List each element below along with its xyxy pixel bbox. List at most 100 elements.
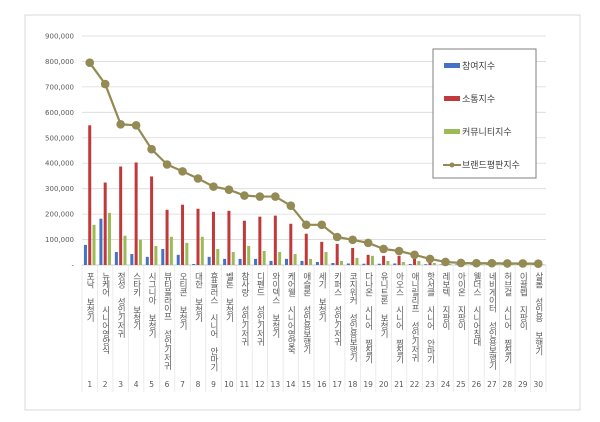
brand-index-point-20 [379, 244, 388, 254]
category-number: 28 [503, 380, 513, 389]
bar-2-15 [304, 233, 308, 265]
category-number: 5 [149, 380, 154, 389]
legend-swatch-3 [444, 129, 460, 134]
y-tick-label: 600,000 [45, 109, 74, 117]
bar-3-13 [278, 252, 282, 265]
bar-1-22 [408, 263, 412, 265]
category-label: 키퍼스 성인기저귀 [332, 272, 342, 347]
category-label: 웰더스 시니어침대 [471, 271, 481, 347]
bar-3-10 [231, 252, 235, 265]
bar-3-28 [510, 264, 514, 265]
category-number: 19 [363, 380, 373, 389]
bar-2-2 [103, 182, 107, 265]
legend-label: 참여지수 [462, 60, 495, 72]
category-number: 2 [103, 380, 108, 389]
bar-2-16 [320, 241, 324, 265]
legend-label: 커뮤니티지수 [462, 127, 512, 138]
category-number: 17 [332, 380, 342, 389]
bar-3-25 [463, 264, 467, 265]
legend-box [432, 48, 537, 179]
category-label: 벨톤 보청기 [224, 271, 234, 323]
category-label: 포낙 보청기 [85, 272, 95, 323]
bar-2-17 [335, 243, 339, 265]
bar-3-27 [494, 264, 498, 265]
brand-index-point-19 [363, 238, 373, 248]
bar-3-4 [138, 239, 142, 265]
bar-1-24 [439, 264, 443, 265]
legend-swatch-2 [444, 96, 460, 101]
bar-2-5 [150, 176, 154, 265]
brand-index-point-11 [240, 191, 249, 200]
category-label: 뷰티풀라이프 성인기저귀 [162, 272, 172, 371]
brand-index-point-29 [518, 259, 528, 268]
bar-1-26 [470, 264, 474, 265]
brand-index-point-18 [348, 235, 357, 245]
brand-index-point-17 [332, 232, 342, 242]
brand-index-point-14 [286, 201, 296, 211]
category-label: 네비게이터 성인용보행기 [487, 272, 497, 371]
category-number: 23 [425, 380, 435, 389]
category-number: 3 [118, 380, 123, 389]
category-label: 휴플러스 시니어 안마기 [208, 272, 218, 372]
category-label: 핫서클 시니어 안마기 [425, 271, 435, 364]
brand-index-point-4 [131, 121, 141, 130]
y-tick-label: 900,000 [45, 33, 74, 41]
category-number: 30 [533, 380, 543, 389]
y-tick-label: 200,000 [45, 211, 74, 219]
brand-index-point-27 [487, 258, 497, 268]
category-label: 케어웰 시니어영양죽 [286, 272, 296, 355]
category-label: 참사랑 성인기저귀 [239, 272, 249, 347]
brand-index-point-30 [533, 259, 543, 269]
brand-index-point-10 [224, 185, 234, 194]
bar-3-2 [108, 212, 111, 265]
bar-1-4 [130, 254, 134, 265]
category-label: 살롬 성인용 보행기 [533, 272, 543, 356]
bar-2-3 [119, 166, 123, 265]
category-label: 오티콘 보청기 [178, 272, 188, 331]
bar-3-21 [401, 261, 405, 265]
y-tick-label: - [71, 262, 74, 270]
y-tick-label: 800,000 [45, 58, 74, 66]
bar-3-7 [185, 242, 189, 265]
bar-1-7 [176, 254, 180, 265]
category-label: 뉴케어 시니어영양식 [100, 272, 110, 355]
category-label: 스타키 보청기 [131, 272, 141, 331]
bar-1-1 [83, 244, 87, 265]
category-number: 9 [211, 380, 216, 389]
bar-3-24 [448, 263, 452, 265]
bar-2-8 [196, 208, 200, 265]
bar-3-9 [216, 248, 220, 265]
category-number: 29 [518, 380, 528, 389]
brand-index-point-13 [271, 192, 280, 201]
category-label: 대한 보청기 [193, 272, 203, 323]
category-number: 20 [379, 380, 389, 389]
bar-1-8 [192, 263, 196, 265]
bar-1-27 [486, 264, 490, 265]
category-number: 13 [271, 380, 281, 389]
brand-index-point-15 [301, 220, 311, 230]
bar-1-10 [223, 258, 227, 265]
bar-3-14 [293, 254, 297, 265]
category-number: 4 [134, 380, 139, 389]
brand-index-point-16 [317, 220, 327, 230]
bar-2-10 [227, 210, 231, 265]
legend-swatch-1 [444, 63, 460, 68]
bar-2-22 [413, 258, 417, 265]
bar-2-6 [165, 209, 169, 265]
bar-3-18 [355, 257, 359, 265]
category-number: 26 [472, 380, 482, 389]
brand-index-point-28 [503, 259, 512, 268]
brand-index-point-25 [456, 258, 466, 268]
brand-index-point-23 [425, 254, 435, 264]
bar-1-25 [455, 264, 459, 265]
bar-3-15 [309, 258, 313, 265]
category-label: 이끌렙 지팡이 [518, 271, 528, 331]
y-tick-label: 100,000 [45, 236, 74, 244]
category-number: 27 [487, 380, 497, 389]
bar-3-8 [200, 236, 204, 265]
bar-2-11 [242, 220, 246, 265]
y-tick-label: 400,000 [45, 160, 74, 168]
category-label: 다나온 시니어 찜질기 [363, 272, 373, 364]
bar-1-14 [285, 258, 288, 265]
